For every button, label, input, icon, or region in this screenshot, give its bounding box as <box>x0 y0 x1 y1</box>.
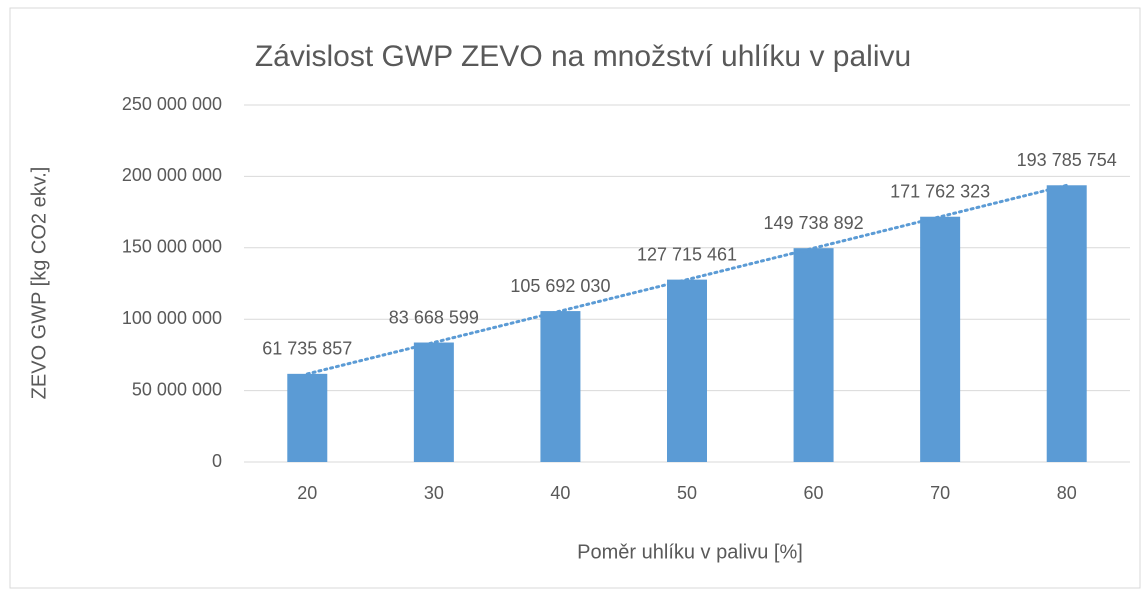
data-label: 83 668 599 <box>389 307 479 327</box>
x-tick-label: 50 <box>677 483 697 503</box>
bar <box>413 342 454 462</box>
bar <box>287 373 328 462</box>
x-tick-label: 70 <box>930 483 950 503</box>
y-tick-label: 0 <box>212 451 222 471</box>
bar <box>920 216 961 462</box>
y-tick-label: 150 000 000 <box>122 237 222 257</box>
x-tick-label: 40 <box>550 483 570 503</box>
y-tick-label: 250 000 000 <box>122 94 222 114</box>
trendline <box>305 183 1069 376</box>
x-tick-label: 30 <box>424 483 444 503</box>
y-tick-label: 200 000 000 <box>122 165 222 185</box>
y-tick-label: 50 000 000 <box>132 379 222 399</box>
data-label: 149 738 892 <box>764 213 864 233</box>
x-tick-label: 80 <box>1057 483 1077 503</box>
y-tick-label: 100 000 000 <box>122 308 222 328</box>
y-axis-label: ZEVO GWP [kg CO2 ekv.] <box>28 167 50 400</box>
bar <box>667 279 707 462</box>
data-label: 171 762 323 <box>890 181 990 201</box>
x-tick-label: 20 <box>297 483 317 503</box>
bar <box>793 248 834 462</box>
data-label: 61 735 857 <box>262 339 352 359</box>
chart-title: Závislost GWP ZEVO na množství uhlíku v … <box>255 40 911 73</box>
bar <box>540 311 581 462</box>
data-label: 105 692 030 <box>510 276 610 296</box>
data-label: 193 785 754 <box>1017 150 1117 170</box>
x-axis-label: Poměr uhlíku v palivu [%] <box>577 541 803 563</box>
data-label: 127 715 461 <box>637 244 737 264</box>
bar <box>1046 185 1087 463</box>
x-tick-label: 60 <box>804 483 824 503</box>
